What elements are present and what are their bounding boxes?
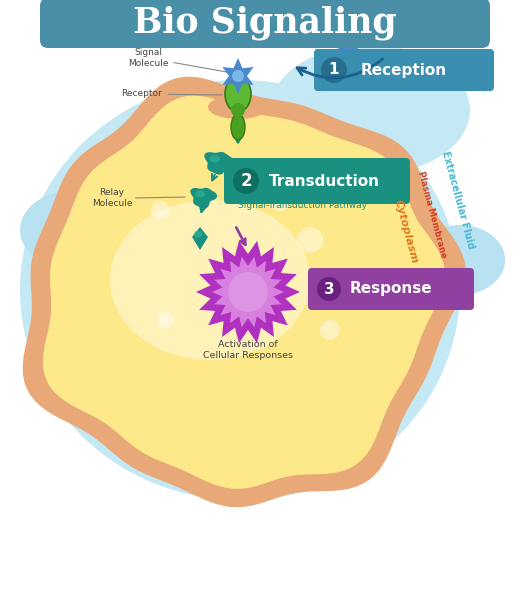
Ellipse shape xyxy=(231,103,245,117)
Text: Relay
Molecule: Relay Molecule xyxy=(92,188,132,208)
Circle shape xyxy=(297,227,323,253)
Text: Transduction: Transduction xyxy=(269,173,379,188)
Ellipse shape xyxy=(231,114,245,140)
Ellipse shape xyxy=(208,95,268,119)
Polygon shape xyxy=(192,227,208,250)
Text: 1: 1 xyxy=(329,62,339,77)
Polygon shape xyxy=(23,77,466,507)
Circle shape xyxy=(321,57,347,83)
Text: 3: 3 xyxy=(324,281,334,296)
Circle shape xyxy=(320,320,340,340)
Ellipse shape xyxy=(225,76,251,112)
Ellipse shape xyxy=(210,155,220,163)
Circle shape xyxy=(269,189,291,211)
Text: Response: Response xyxy=(350,281,432,296)
Circle shape xyxy=(151,201,169,219)
FancyArrowPatch shape xyxy=(297,59,383,78)
Text: Cytoplasm: Cytoplasm xyxy=(393,199,419,265)
Circle shape xyxy=(157,312,173,328)
Text: Extracellular Fluid: Extracellular Fluid xyxy=(440,150,476,250)
Polygon shape xyxy=(335,31,361,61)
Polygon shape xyxy=(212,257,284,328)
Circle shape xyxy=(233,168,259,194)
Ellipse shape xyxy=(194,230,202,238)
Ellipse shape xyxy=(415,225,505,295)
Polygon shape xyxy=(190,188,217,208)
Ellipse shape xyxy=(20,190,130,270)
Polygon shape xyxy=(204,152,233,175)
Text: Signal-Transduction Pathway: Signal-Transduction Pathway xyxy=(237,202,367,211)
Polygon shape xyxy=(223,58,253,94)
Text: Receptor: Receptor xyxy=(121,89,222,98)
Ellipse shape xyxy=(20,80,460,500)
Text: Bio Signaling: Bio Signaling xyxy=(133,6,397,40)
Text: Reception: Reception xyxy=(361,62,447,77)
Polygon shape xyxy=(43,95,445,489)
Text: Activation of
Cellular Responses: Activation of Cellular Responses xyxy=(203,340,293,359)
Text: Signal
Molecule: Signal Molecule xyxy=(128,48,235,74)
Circle shape xyxy=(232,70,244,82)
Ellipse shape xyxy=(228,272,268,312)
Polygon shape xyxy=(388,52,411,78)
FancyBboxPatch shape xyxy=(224,158,410,204)
Ellipse shape xyxy=(196,191,205,197)
FancyBboxPatch shape xyxy=(308,268,474,310)
Polygon shape xyxy=(196,241,300,343)
FancyBboxPatch shape xyxy=(314,49,494,91)
Ellipse shape xyxy=(270,45,470,175)
Ellipse shape xyxy=(110,200,310,360)
Circle shape xyxy=(317,277,341,301)
Text: Plasma Membrane: Plasma Membrane xyxy=(416,170,448,259)
FancyBboxPatch shape xyxy=(40,0,490,48)
Text: 2: 2 xyxy=(240,172,252,190)
